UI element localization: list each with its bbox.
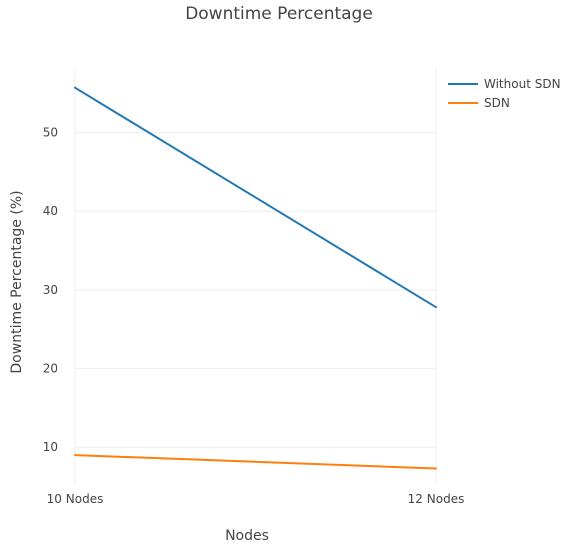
series-lines bbox=[74, 86, 437, 470]
x-tick-label: 12 Nodes bbox=[408, 492, 465, 506]
legend[interactable]: Without SDN SDN bbox=[448, 77, 561, 110]
legend-label[interactable]: Without SDN bbox=[484, 77, 561, 91]
x-tick-label: 10 Nodes bbox=[47, 492, 104, 506]
x-axis-ticks: 10 Nodes 12 Nodes bbox=[47, 492, 465, 506]
y-tick-label: 30 bbox=[43, 283, 58, 297]
data-point[interactable] bbox=[435, 306, 437, 309]
x-axis-title: Nodes bbox=[225, 528, 269, 544]
y-tick-label: 40 bbox=[43, 204, 58, 218]
chart-title: Downtime Percentage bbox=[185, 4, 373, 24]
series-line-1[interactable] bbox=[74, 86, 437, 309]
gridlines bbox=[74, 68, 437, 485]
series-line-2[interactable] bbox=[74, 454, 437, 470]
y-axis-title: Downtime Percentage (%) bbox=[9, 190, 25, 373]
legend-label[interactable]: SDN bbox=[484, 96, 510, 110]
y-tick-label: 10 bbox=[43, 440, 58, 454]
y-tick-label: 20 bbox=[43, 362, 58, 376]
data-point[interactable] bbox=[74, 86, 76, 89]
data-point[interactable] bbox=[74, 454, 76, 457]
y-axis-ticks: 10 20 30 40 50 bbox=[43, 126, 58, 455]
data-point[interactable] bbox=[435, 467, 437, 470]
y-tick-label: 50 bbox=[43, 126, 58, 140]
